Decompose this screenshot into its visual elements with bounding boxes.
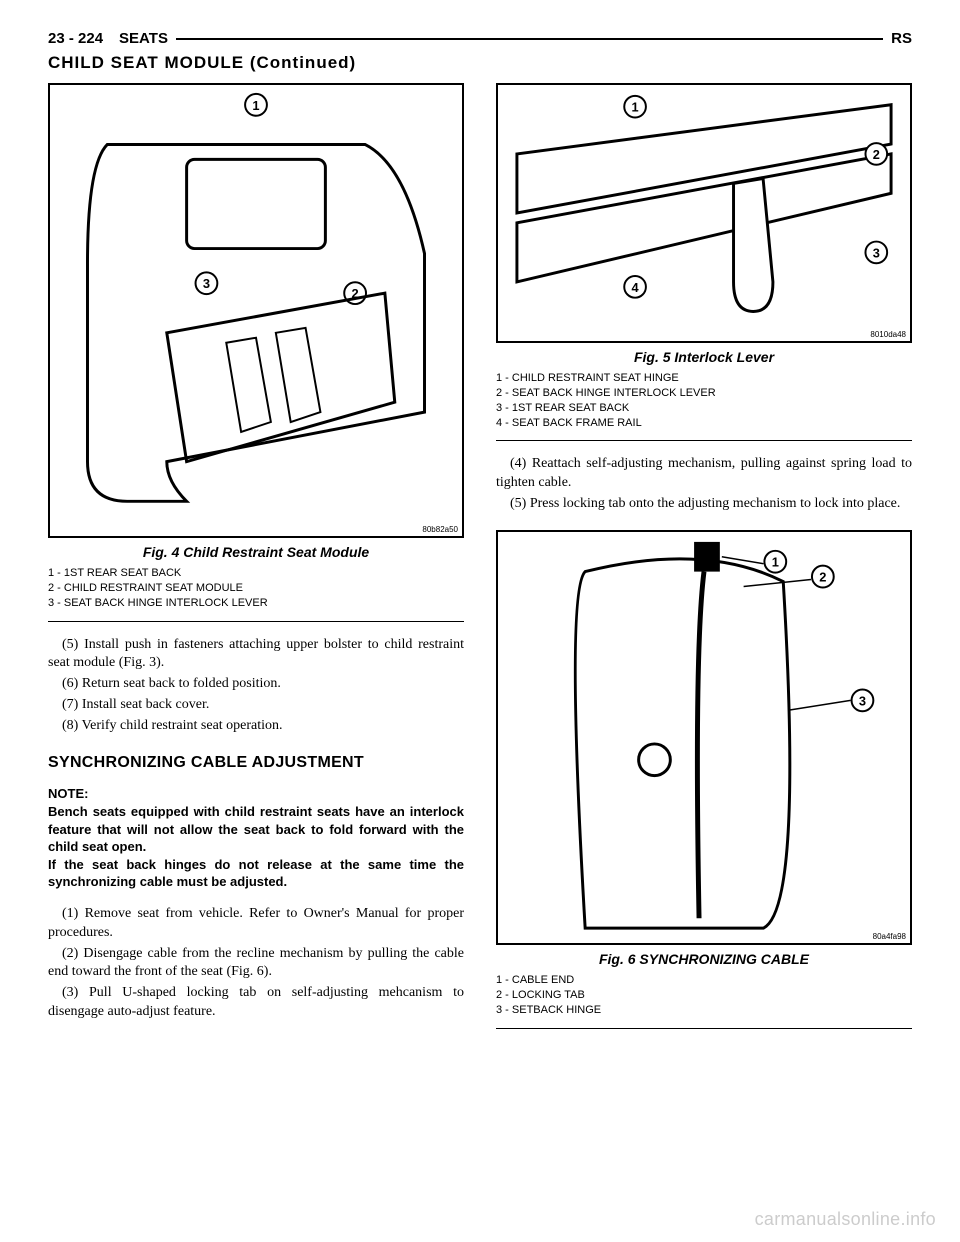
- fig5-legend-4: 4 - SEAT BACK FRAME RAIL: [496, 416, 912, 431]
- subheading: CHILD SEAT MODULE (Continued): [48, 53, 912, 73]
- figure-6-wrap: 1 2 3 80a4fa98: [496, 530, 912, 945]
- sync-step-3: (3) Pull U-shaped locking tab on self-ad…: [48, 984, 464, 1022]
- watermark: carmanualsonline.info: [755, 1209, 936, 1230]
- header-rule: [176, 38, 883, 40]
- figure-4-caption: Fig. 4 Child Restraint Seat Module: [48, 544, 464, 560]
- svg-text:2: 2: [819, 570, 826, 585]
- figure-6-legend: 1 - CABLE END 2 - LOCKING TAB 3 - SETBAC…: [496, 973, 912, 1018]
- svg-text:3: 3: [859, 693, 866, 708]
- fig5-legend-3: 3 - 1ST REAR SEAT BACK: [496, 401, 912, 416]
- sync-step-4: (4) Reattach self-adjusting mechanism, p…: [496, 455, 912, 493]
- note-body-2: If the seat back hinges do not release a…: [48, 857, 464, 890]
- header-right: RS: [891, 30, 912, 47]
- fig6-legend-1: 1 - CABLE END: [496, 973, 912, 988]
- svg-text:4: 4: [632, 280, 640, 295]
- note-body: Bench seats equipped with child restrain…: [48, 803, 464, 891]
- svg-text:1: 1: [252, 98, 259, 113]
- fig5-legend-2: 2 - SEAT BACK HINGE INTERLOCK LEVER: [496, 386, 912, 401]
- svg-text:3: 3: [873, 245, 880, 260]
- sync-step-5: (5) Press locking tab onto the adjusting…: [496, 495, 912, 514]
- fig4-legend-3: 3 - SEAT BACK HINGE INTERLOCK LEVER: [48, 596, 464, 611]
- sync-cable-heading: SYNCHRONIZING CABLE ADJUSTMENT: [48, 754, 464, 772]
- install-steps: (5) Install push in fasteners attaching …: [48, 636, 464, 736]
- two-column-layout: 1 2 3 80b82a50 Fig. 4 Child Restraint Se…: [48, 83, 912, 1043]
- svg-text:1: 1: [772, 555, 779, 570]
- figure-5-caption: Fig. 5 Interlock Lever: [496, 349, 912, 365]
- figure-4-image: 1 2 3: [48, 83, 464, 538]
- divider: [496, 1028, 912, 1029]
- divider: [496, 440, 912, 441]
- svg-text:1: 1: [632, 100, 639, 115]
- sync-step-1: (1) Remove seat from vehicle. Refer to O…: [48, 905, 464, 943]
- note-label: NOTE:: [48, 786, 464, 801]
- fig4-legend-1: 1 - 1ST REAR SEAT BACK: [48, 566, 464, 581]
- sync-steps-right: (4) Reattach self-adjusting mechanism, p…: [496, 455, 912, 514]
- step-8: (8) Verify child restraint seat operatio…: [48, 717, 464, 736]
- interlock-lever-icon: 1 2 3 4: [498, 85, 910, 341]
- synchronizing-cable-icon: 1 2 3: [498, 532, 910, 943]
- step-7: (7) Install seat back cover.: [48, 696, 464, 715]
- fig4-legend-2: 2 - CHILD RESTRAINT SEAT MODULE: [48, 581, 464, 596]
- step-6: (6) Return seat back to folded position.: [48, 675, 464, 694]
- page-header: 23 - 224 SEATS RS: [48, 30, 912, 47]
- section-name: SEATS: [119, 30, 168, 47]
- figure-5-wrap: 1 2 3 4 8010da48: [496, 83, 912, 343]
- fig6-legend-2: 2 - LOCKING TAB: [496, 988, 912, 1003]
- figure-6-caption: Fig. 6 SYNCHRONIZING CABLE: [496, 951, 912, 967]
- step-5: (5) Install push in fasteners attaching …: [48, 636, 464, 674]
- child-seat-module-icon: 1 2 3: [50, 85, 462, 536]
- figure-5-legend: 1 - CHILD RESTRAINT SEAT HINGE 2 - SEAT …: [496, 371, 912, 430]
- divider: [48, 621, 464, 622]
- svg-text:2: 2: [873, 147, 880, 162]
- page-number: 23 - 224: [48, 30, 103, 47]
- sync-steps-left: (1) Remove seat from vehicle. Refer to O…: [48, 905, 464, 1022]
- figure-4-legend: 1 - 1ST REAR SEAT BACK 2 - CHILD RESTRAI…: [48, 566, 464, 611]
- figure-6-code: 80a4fa98: [873, 932, 906, 941]
- note-body-1: Bench seats equipped with child restrain…: [48, 804, 464, 854]
- fig5-legend-1: 1 - CHILD RESTRAINT SEAT HINGE: [496, 371, 912, 386]
- figure-6-image: 1 2 3: [496, 530, 912, 945]
- right-column: 1 2 3 4 8010da48 Fig. 5 Interlock Lever …: [496, 83, 912, 1043]
- header-left: 23 - 224 SEATS: [48, 30, 168, 47]
- figure-5-image: 1 2 3 4: [496, 83, 912, 343]
- left-column: 1 2 3 80b82a50 Fig. 4 Child Restraint Se…: [48, 83, 464, 1043]
- figure-4-wrap: 1 2 3 80b82a50: [48, 83, 464, 538]
- figure-5-code: 8010da48: [870, 330, 906, 339]
- svg-text:3: 3: [203, 276, 210, 291]
- sync-step-2: (2) Disengage cable from the recline mec…: [48, 945, 464, 983]
- spacer: [496, 516, 912, 530]
- fig6-legend-3: 3 - SETBACK HINGE: [496, 1003, 912, 1018]
- figure-4-code: 80b82a50: [422, 525, 458, 534]
